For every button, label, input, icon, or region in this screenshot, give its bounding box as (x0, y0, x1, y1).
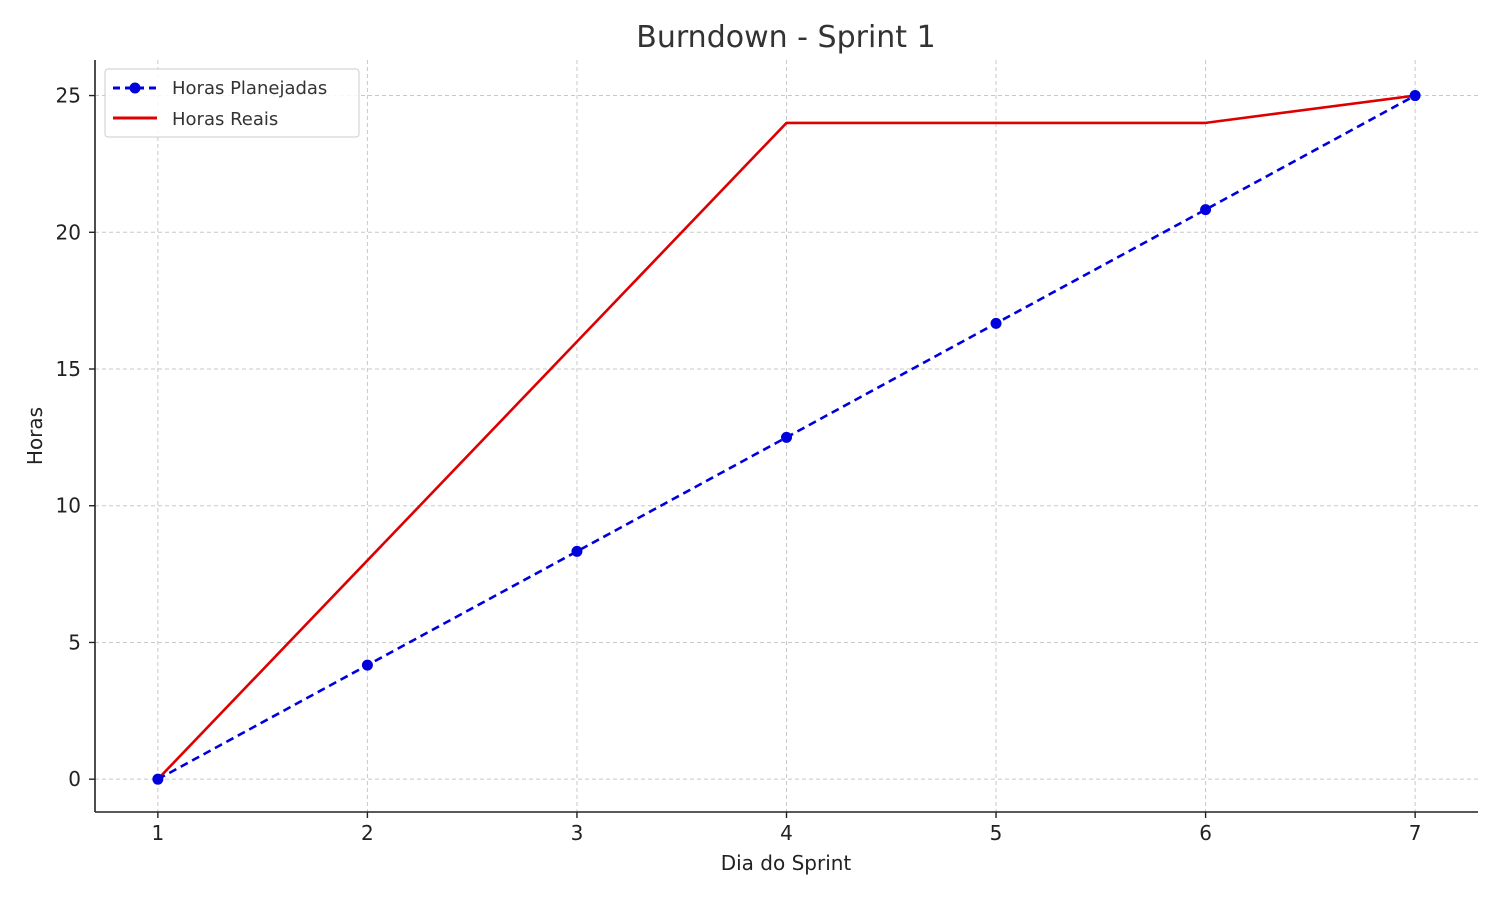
y-tick-label: 15 (56, 357, 81, 381)
data-point-planned (990, 317, 1002, 329)
y-tick-label: 25 (56, 84, 81, 108)
x-tick-label: 3 (571, 821, 584, 845)
x-axis-title: Dia do Sprint (721, 851, 852, 875)
y-tick-label: 20 (56, 220, 81, 244)
data-point-planned (781, 431, 792, 443)
data-point-planned (361, 659, 373, 671)
x-tick-label: 7 (1409, 821, 1422, 845)
data-point-planned (1200, 204, 1212, 216)
x-tick-label: 5 (990, 821, 1003, 845)
ticks: 1 2 3 4 5 6 7 0 5 10 15 20 25 (56, 84, 1422, 845)
series-group (152, 90, 1421, 785)
x-tick-label: 1 (151, 821, 164, 845)
y-tick-label: 10 (56, 494, 81, 518)
data-point-planned (152, 773, 164, 785)
legend-label-planned: Horas Planejadas (172, 78, 327, 99)
legend: Horas Planejadas Horas Reais (104, 68, 360, 138)
data-point-planned (571, 545, 583, 557)
chart-title: Burndown - Sprint 1 (636, 20, 935, 55)
data-point-planned (1409, 90, 1421, 102)
grid-lines (95, 60, 1478, 812)
series-line-actual (156, 94, 1416, 781)
y-tick-label: 5 (68, 630, 81, 654)
y-axis-title: Horas (23, 407, 47, 465)
x-tick-label: 6 (1199, 821, 1212, 845)
legend-marker-planned (129, 82, 141, 94)
legend-label-actual: Horas Reais (172, 109, 278, 130)
legend-box (104, 68, 360, 138)
x-tick-label: 4 (780, 821, 793, 845)
x-tick-label: 2 (361, 821, 374, 845)
y-tick-label: 0 (68, 767, 81, 791)
